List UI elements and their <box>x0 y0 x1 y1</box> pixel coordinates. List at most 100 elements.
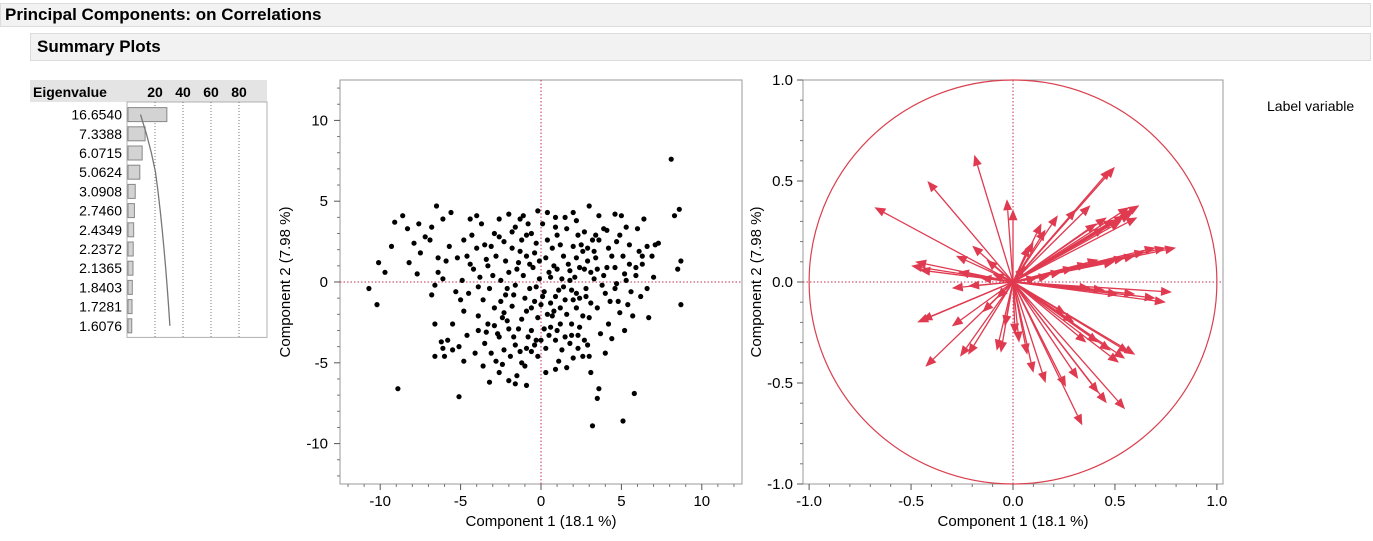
score-point <box>649 253 655 259</box>
score-point <box>585 245 591 251</box>
score-point <box>594 395 600 401</box>
score-point <box>519 360 525 366</box>
score-point <box>525 221 531 227</box>
score-point <box>496 234 502 240</box>
score-point <box>538 337 544 343</box>
loading-arrow-head <box>1096 391 1107 404</box>
score-point <box>448 209 454 216</box>
summary-plots-bar[interactable]: Summary Plots <box>30 33 1371 61</box>
score-point <box>503 292 509 298</box>
loading-arrow-head <box>998 341 1008 353</box>
score-point <box>392 219 398 225</box>
score-point <box>461 358 467 364</box>
score-point <box>678 258 684 264</box>
score-point <box>527 261 533 267</box>
loading-arrow-head <box>982 301 994 313</box>
score-point <box>580 313 586 319</box>
score-point <box>615 298 621 304</box>
score-point <box>501 310 507 316</box>
loading-arrow-head <box>1099 340 1111 351</box>
loading-arrow-head <box>1113 348 1126 359</box>
score-point <box>488 243 494 249</box>
score-point <box>557 321 563 327</box>
score-point <box>570 209 576 216</box>
score-point <box>544 237 550 243</box>
loading-arrow-head <box>1079 282 1091 292</box>
loading-arrow-head <box>1087 332 1099 343</box>
score-point <box>525 334 531 340</box>
score-point <box>523 308 530 314</box>
score-point <box>618 213 624 219</box>
score-point <box>485 321 491 327</box>
loading-ytick-label: -0.5 <box>767 375 793 392</box>
score-point <box>506 269 512 275</box>
score-point <box>557 242 563 248</box>
loading-arrow-head <box>1062 312 1075 323</box>
loading-arrow-head <box>1048 215 1058 227</box>
score-point <box>533 284 539 290</box>
score-point <box>573 255 579 261</box>
score-point <box>461 237 467 243</box>
loading-arrow-head <box>1103 219 1115 229</box>
loading-arrow-line <box>1012 281 1079 337</box>
loading-arrow-line <box>965 259 1014 283</box>
score-point <box>477 274 483 280</box>
score-point <box>564 226 570 232</box>
eigen-plot-frame <box>126 101 268 338</box>
report-title-bar[interactable]: Principal Components: on Correlations <box>0 3 1371 27</box>
score-point <box>501 347 507 353</box>
score-point <box>548 274 554 280</box>
score-point <box>535 208 541 214</box>
loading-arrow-line <box>1007 210 1014 283</box>
eigenvalue-bar <box>127 318 133 334</box>
score-xtick-label: 5 <box>617 493 625 510</box>
score-point <box>559 347 565 353</box>
score-point <box>491 305 497 311</box>
score-point <box>522 363 528 369</box>
score-point <box>395 386 401 392</box>
score-point <box>501 239 507 245</box>
score-point <box>552 337 559 343</box>
score-ytick-label: 0 <box>320 274 328 291</box>
score-point <box>593 255 599 261</box>
score-point <box>594 305 600 311</box>
score-point <box>517 348 523 355</box>
score-point <box>599 282 605 288</box>
score-point <box>575 232 581 238</box>
eigen-xtick-label: 60 <box>203 84 219 100</box>
loading-arrow-line <box>960 281 1014 321</box>
score-point <box>440 345 446 351</box>
score-point <box>533 240 539 246</box>
score-point <box>483 329 489 335</box>
cumulative-percent-line <box>139 114 171 326</box>
score-point <box>602 350 608 356</box>
score-point <box>668 156 674 162</box>
loading-arrow-head <box>968 280 980 290</box>
score-point <box>432 353 438 359</box>
score-point <box>570 297 576 303</box>
score-point <box>470 266 477 272</box>
score-point <box>646 315 652 321</box>
score-point <box>528 348 534 355</box>
score-point <box>432 321 438 327</box>
score-point <box>446 243 452 249</box>
score-point <box>445 337 451 343</box>
score-point <box>639 261 645 267</box>
score-point <box>496 216 502 222</box>
score-point <box>528 327 534 334</box>
eigenvalue-label: 1.7281 <box>79 299 122 315</box>
score-point <box>567 277 573 283</box>
eigenvalue-bar <box>127 164 141 180</box>
score-point <box>495 331 501 337</box>
score-point <box>575 332 581 338</box>
score-point <box>572 274 578 280</box>
score-point <box>438 339 444 345</box>
score-point <box>490 272 496 279</box>
score-point <box>482 242 488 248</box>
loading-arrow-head <box>1003 199 1013 211</box>
score-point <box>374 302 380 308</box>
loading-arrow-head <box>1038 273 1050 283</box>
score-point <box>366 285 372 292</box>
score-point <box>527 285 533 292</box>
score-point <box>543 345 549 351</box>
